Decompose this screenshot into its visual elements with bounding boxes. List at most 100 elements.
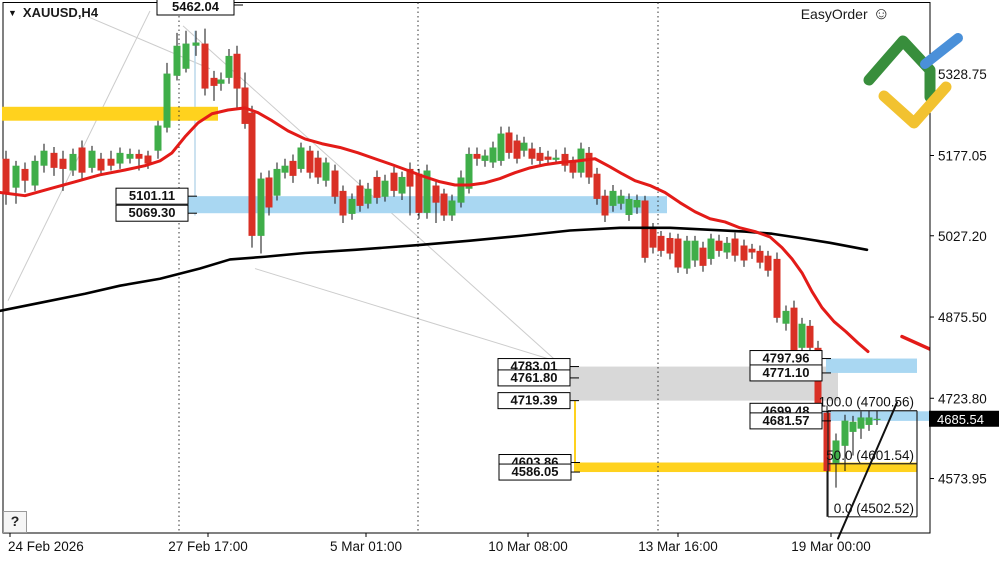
smiley-icon: ☺ (872, 4, 890, 23)
price-label-text: 5069.30 (129, 205, 176, 220)
candle-bullish (873, 418, 881, 420)
candle-bullish (552, 157, 560, 160)
candle-bullish (154, 125, 162, 151)
candle-bullish (381, 180, 389, 197)
candle-bullish (348, 198, 356, 214)
supply-zone-blue-right-upper (826, 358, 917, 373)
candle-bearish (390, 172, 398, 191)
candle-bearish (715, 240, 723, 251)
candle-bearish (764, 255, 772, 271)
candle-bullish (116, 152, 124, 164)
demand-zone-blue-right-lower (820, 411, 930, 421)
candle-bearish (59, 158, 67, 169)
candle-bearish (773, 258, 781, 318)
candle-bullish (273, 168, 281, 196)
candle-bullish (865, 417, 873, 425)
candle-bearish (107, 158, 115, 166)
faint-line-top-short (87, 16, 211, 70)
time-axis-label: 27 Feb 17:00 (168, 539, 248, 554)
candle-bearish (233, 53, 241, 89)
candle-bearish (331, 170, 339, 197)
fast-ma-line (0, 106, 870, 354)
candle-bullish (625, 198, 633, 215)
candle-bullish (798, 323, 806, 348)
plot-border (2, 2, 931, 534)
candle-bearish (373, 176, 381, 198)
candle-bearish (505, 132, 513, 153)
logo-blue-line-icon (920, 33, 963, 69)
candle-bearish (823, 412, 831, 472)
candle-bullish (691, 240, 699, 261)
candle-bearish (440, 193, 448, 216)
price-axis-label: 5328.75 (938, 67, 987, 82)
candle-bearish (674, 238, 682, 268)
price-axis-label: 4723.80 (938, 391, 987, 406)
price-label-text: 4719.39 (511, 393, 558, 408)
candle-bullish (398, 176, 406, 194)
easyorder-brand: EasyOrder ☺ (801, 5, 890, 22)
candle-bearish (593, 173, 601, 199)
candle-bearish (657, 235, 665, 251)
trendline-black-rising (837, 401, 898, 540)
time-axis-label: 5 Mar 01:00 (330, 539, 402, 554)
candle-bearish (585, 152, 593, 178)
price-label-text: 4586.05 (512, 464, 559, 479)
candle-bearish (306, 150, 314, 173)
price-label-text: 4797.96 (763, 351, 810, 366)
time-axis-label: 10 Mar 08:00 (488, 539, 568, 554)
candle-bullish (633, 199, 641, 208)
symbol-period-label: XAUUSD,H4 (22, 5, 99, 20)
candle-bullish (297, 147, 305, 169)
candle-bullish (457, 177, 465, 203)
fib-level-label: 0.0 (4502.52) (834, 501, 914, 516)
candle-bearish (544, 156, 552, 160)
price-axis-label: 5027.20 (938, 229, 987, 244)
candle-bearish (241, 87, 249, 124)
candle-bullish (217, 79, 225, 84)
fib-level-label: 50.0 (4601.54) (826, 448, 914, 463)
help-button[interactable]: ? (3, 511, 27, 533)
candle-bullish (192, 42, 200, 46)
candle-bearish (473, 153, 481, 159)
support-zone-yellow-bottom (575, 462, 917, 473)
candle-bullish (497, 133, 505, 161)
candle-bearish (415, 173, 423, 213)
candle-bearish (666, 238, 674, 254)
faint-line-lower-converging (254, 268, 566, 365)
candle-bearish (314, 157, 322, 178)
candle-bullish (489, 147, 497, 163)
candle-bearish (97, 158, 105, 171)
candle-bearish (569, 162, 577, 173)
candle-bullish (163, 73, 171, 128)
candle-bearish (649, 227, 657, 248)
price-label-text: 4761.80 (511, 370, 558, 385)
candle-bullish (723, 242, 731, 253)
price-axis-label: 4875.50 (938, 310, 987, 325)
symbol-period-selector[interactable]: ▼ XAUUSD,H4 (8, 5, 98, 20)
candle-bearish (144, 155, 152, 164)
candle-bearish (339, 190, 347, 216)
candle-bearish (748, 248, 756, 253)
candle-bearish (201, 43, 209, 89)
price-axis-label: 4573.95 (938, 472, 987, 487)
time-axis-label: 19 Mar 00:00 (791, 539, 871, 554)
candle-bearish (756, 250, 764, 263)
candle-bearish (289, 160, 297, 176)
candle-bullish (782, 310, 790, 324)
chevron-down-icon[interactable]: ▼ (8, 7, 17, 18)
logo-yellow-chevron-icon (878, 81, 952, 129)
candle-bearish (2, 158, 10, 194)
candle-bearish (210, 77, 218, 86)
current-price-text: 4685.54 (937, 412, 984, 427)
candle-bullish (173, 45, 181, 76)
candle-bearish (528, 148, 536, 159)
candle-bearish (536, 152, 544, 161)
candle-bullish (832, 440, 840, 463)
logo-green-check-icon (863, 35, 936, 103)
candle-bearish (135, 153, 143, 159)
candle-bearish (561, 153, 569, 166)
price-axis-label: 5177.05 (938, 149, 987, 164)
candle-bullish (281, 165, 289, 173)
